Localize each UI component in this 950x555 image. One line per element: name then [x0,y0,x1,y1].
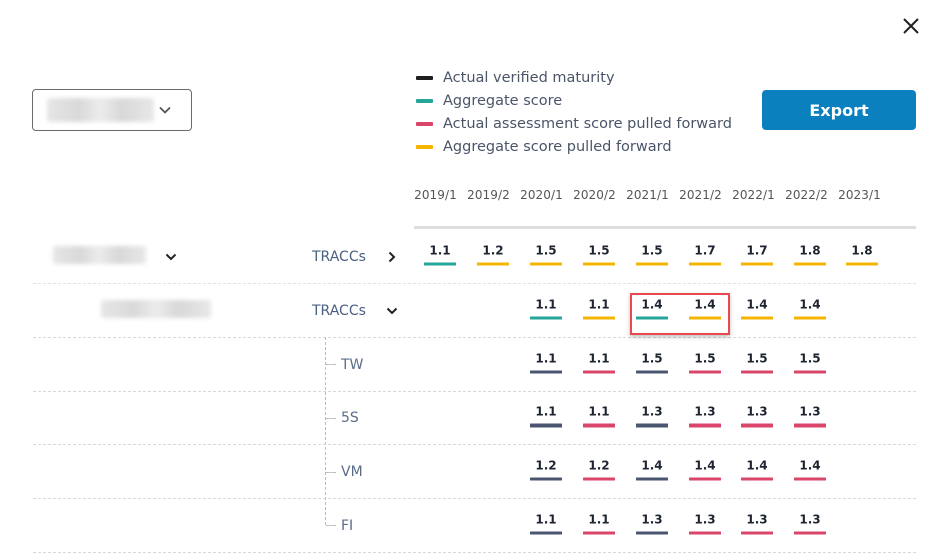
score-cell[interactable]: 1.5 [632,243,672,266]
score-cell[interactable]: 1.4 [737,458,777,481]
score-cell[interactable]: 1.1 [579,512,619,535]
legend-label: Actual assessment score pulled forward [443,115,732,132]
period-headers: 2019/1 2019/2 2020/1 2020/2 2021/1 2021/… [409,188,886,208]
sub-category-label: VM [341,463,363,480]
score-cell[interactable]: 1.2 [526,458,566,481]
period-header: 2020/1 [520,188,563,202]
table-row-sub-category: TW 1.1 1.1 1.5 1.5 1.5 1.5 [33,338,916,392]
legend-swatch [416,75,433,80]
table-row-sub-entity: TRACCs 1.1 1.1 1.4 1.4 1.4 1.4 [33,284,916,338]
score-cell[interactable]: 1.1 [579,405,619,427]
period-header: 2022/1 [732,188,775,202]
table-row-sub-category: 5S 1.1 1.1 1.3 1.3 1.3 1.3 [33,392,916,445]
sub-category-label: TW [341,356,364,373]
score-cell[interactable]: 1.5 [632,351,672,374]
score-cell[interactable]: 1.7 [685,243,725,266]
score-cell[interactable]: 1.3 [737,512,777,535]
score-cell[interactable]: 1.2 [473,243,513,266]
chevron-down-icon[interactable] [164,250,178,264]
score-cell[interactable]: 1.1 [579,351,619,374]
legend: Actual verified maturity Aggregate score… [416,66,732,158]
sub-category-label: FI [341,517,354,534]
chevron-right-icon[interactable] [385,250,399,264]
tree-connector [326,525,336,526]
score-cell[interactable]: 1.3 [790,512,830,535]
score-cell[interactable]: 1.4 [685,458,725,481]
entity-name-redacted [53,245,146,268]
score-cell[interactable]: 1.4 [632,297,672,320]
score-cell[interactable]: 1.7 [737,243,777,266]
score-cell[interactable]: 1.3 [632,512,672,535]
category-label[interactable]: TRACCs [312,248,366,265]
close-button[interactable] [899,14,923,38]
score-cell[interactable]: 1.1 [526,351,566,374]
score-cell[interactable]: 1.4 [632,458,672,481]
table-row-sub-category: FI 1.1 1.1 1.3 1.3 1.3 1.3 [33,499,916,553]
score-cell[interactable]: 1.5 [526,243,566,266]
score-cell[interactable]: 1.1 [526,512,566,535]
score-cell[interactable]: 1.5 [579,243,619,266]
score-cell[interactable]: 1.5 [790,351,830,374]
legend-item-aggregate-pulled-forward: Aggregate score pulled forward [416,135,732,158]
score-cell[interactable]: 1.5 [737,351,777,374]
export-button[interactable]: Export [762,90,916,130]
score-cell[interactable]: 1.5 [685,351,725,374]
table-row-sub-category: VM 1.2 1.2 1.4 1.4 1.4 1.4 [33,445,916,499]
tree-connector [326,472,336,473]
tree-connector [326,364,336,365]
score-cell[interactable]: 1.1 [526,297,566,320]
score-cell[interactable]: 1.4 [737,297,777,320]
score-cell[interactable]: 1.3 [685,512,725,535]
period-header: 2022/2 [785,188,828,202]
period-header: 2021/2 [679,188,722,202]
legend-item-actual-verified: Actual verified maturity [416,66,732,89]
period-header: 2021/1 [626,188,669,202]
score-cell[interactable]: 1.3 [685,405,725,427]
chevron-down-icon [159,106,171,114]
score-cell[interactable]: 1.1 [526,405,566,427]
chevron-down-icon[interactable] [385,304,399,318]
sub-category-label: 5S [341,410,359,426]
table-row-entity: TRACCs 1.1 1.2 1.5 1.5 1.5 1.7 1.7 1.8 1… [33,230,916,284]
score-cell[interactable]: 1.8 [790,243,830,266]
score-cell[interactable]: 1.3 [737,405,777,427]
score-cell[interactable]: 1.1 [420,243,460,266]
legend-swatch [416,98,433,103]
entity-name-redacted [101,299,211,322]
legend-item-actual-pulled-forward: Actual assessment score pulled forward [416,112,732,135]
tree-connector [326,418,336,419]
score-cell[interactable]: 1.3 [632,405,672,427]
period-header: 2023/1 [838,188,881,202]
legend-label: Actual verified maturity [443,69,615,86]
legend-label: Aggregate score pulled forward [443,138,672,155]
score-cell[interactable]: 1.1 [579,297,619,320]
legend-swatch [416,121,433,126]
score-cell[interactable]: 1.3 [790,405,830,427]
period-header: 2019/1 [414,188,457,202]
entity-selector[interactable] [32,89,192,131]
legend-label: Aggregate score [443,92,563,109]
score-cell[interactable]: 1.4 [790,458,830,481]
score-cell[interactable]: 1.4 [790,297,830,320]
selector-value-redacted [47,98,154,122]
score-cell[interactable]: 1.4 [685,297,725,320]
period-header: 2020/2 [573,188,616,202]
legend-item-aggregate: Aggregate score [416,89,732,112]
period-header: 2019/2 [467,188,510,202]
close-icon [903,18,919,34]
score-cell[interactable]: 1.8 [842,243,882,266]
legend-swatch [416,144,433,149]
score-cell[interactable]: 1.2 [579,458,619,481]
category-label[interactable]: TRACCs [312,302,366,319]
tree-connector [325,337,326,525]
header-divider [414,226,916,229]
